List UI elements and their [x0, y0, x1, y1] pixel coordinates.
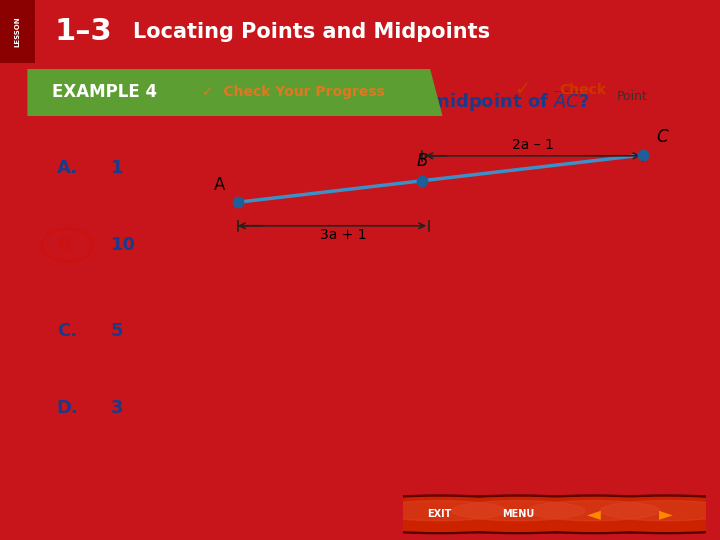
Text: EXAMPLE 4: EXAMPLE 4	[53, 83, 158, 102]
Circle shape	[391, 495, 645, 534]
Circle shape	[312, 495, 567, 534]
Text: 5: 5	[111, 322, 124, 340]
Text: 3a + 1: 3a + 1	[320, 228, 367, 242]
Point	[233, 198, 244, 206]
Text: B.: B.	[58, 236, 78, 254]
Text: MENU: MENU	[502, 509, 534, 519]
Circle shape	[451, 501, 585, 521]
Circle shape	[328, 497, 552, 531]
Text: A.: A.	[57, 159, 78, 177]
Circle shape	[373, 501, 506, 521]
Text: D.: D.	[57, 399, 78, 417]
Text: A: A	[214, 176, 225, 194]
Text: 1: 1	[111, 159, 124, 177]
Circle shape	[600, 501, 720, 521]
Polygon shape	[0, 0, 35, 63]
Text: ◄: ◄	[587, 505, 600, 523]
Text: 2a – 1: 2a – 1	[512, 138, 554, 152]
Text: 1–3: 1–3	[54, 17, 112, 46]
Text: Locating Points and Midpoints: Locating Points and Midpoints	[133, 22, 490, 42]
Text: 3: 3	[111, 399, 124, 417]
Text: What is the measure of $\overline{AC}$ if $B$ is the midpoint of $\overline{AC}$: What is the measure of $\overline{AC}$ i…	[54, 89, 590, 114]
Circle shape	[539, 495, 720, 534]
Point	[638, 151, 649, 159]
Polygon shape	[27, 69, 443, 116]
Text: LESSON: LESSON	[14, 16, 20, 47]
Text: 10: 10	[111, 236, 136, 254]
Text: Check: Check	[559, 83, 606, 97]
Text: B: B	[417, 152, 428, 170]
Circle shape	[467, 495, 720, 534]
Text: Check: Check	[559, 83, 606, 97]
Circle shape	[482, 497, 706, 531]
Text: ✓: ✓	[514, 80, 531, 99]
Circle shape	[406, 497, 630, 531]
Text: EXIT: EXIT	[427, 509, 451, 519]
Circle shape	[527, 501, 660, 521]
Text: ►: ►	[660, 505, 673, 523]
Point	[417, 177, 428, 185]
Circle shape	[554, 497, 720, 531]
Text: C: C	[657, 129, 668, 146]
Text: C.: C.	[58, 322, 78, 340]
Text: Point: Point	[617, 90, 648, 103]
Text: ✓  Check Your Progress: ✓ Check Your Progress	[202, 85, 384, 99]
